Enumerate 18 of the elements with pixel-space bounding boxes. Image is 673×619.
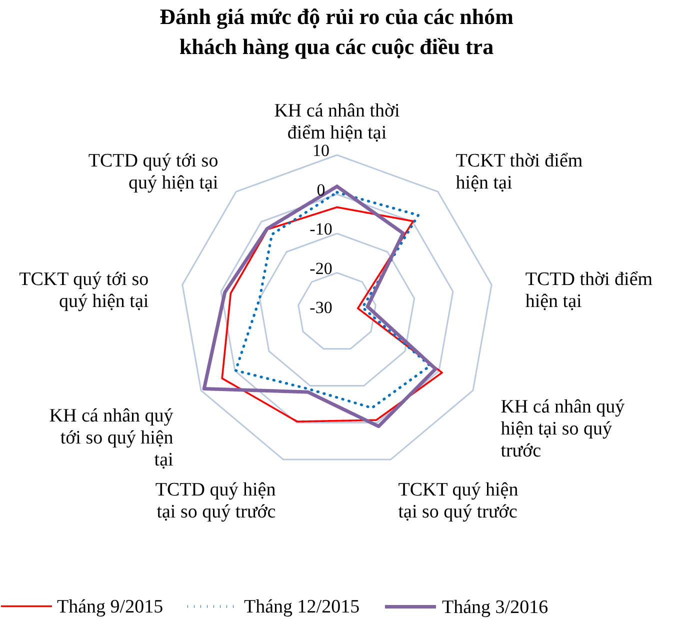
- legend-label: Tháng 3/2016: [442, 596, 548, 618]
- spoke-label: KH cá nhân quý hiện tại so quý trước: [500, 396, 626, 462]
- legend-label: Tháng 9/2015: [57, 596, 164, 618]
- spoke-label: TCKT thời điểm hiện tại: [456, 150, 583, 194]
- spoke-label: TCTD quý tới so quý hiện tại: [88, 150, 218, 194]
- y-tick-label: 0: [316, 180, 326, 200]
- spoke-label: TCKT quý tới so quý hiện tại: [19, 268, 149, 312]
- y-tick-label: 10: [312, 141, 330, 160]
- y-tick-label: -30: [310, 298, 332, 317]
- spoke-label: KH cá nhân quý tới so quý hiện tại: [49, 406, 174, 471]
- chart-title: Đánh giá mức độ rủi ro của các nhóm khách hàng qua các cuộc điều tra: [160, 4, 514, 59]
- spoke-label: TCTD thời điểm hiện tại: [525, 268, 653, 312]
- y-tick-label: -20: [310, 258, 332, 278]
- spoke-label: TCKT quý hiện tại so quý trước: [398, 479, 519, 522]
- legend-label: Tháng 12/2015: [244, 596, 360, 618]
- spoke-label: TCTD quý hiện tại so quý trước: [155, 479, 276, 522]
- y-tick-label: -10: [310, 220, 332, 238]
- spoke-label: KH cá nhân thời điểm hiện tại: [274, 100, 400, 144]
